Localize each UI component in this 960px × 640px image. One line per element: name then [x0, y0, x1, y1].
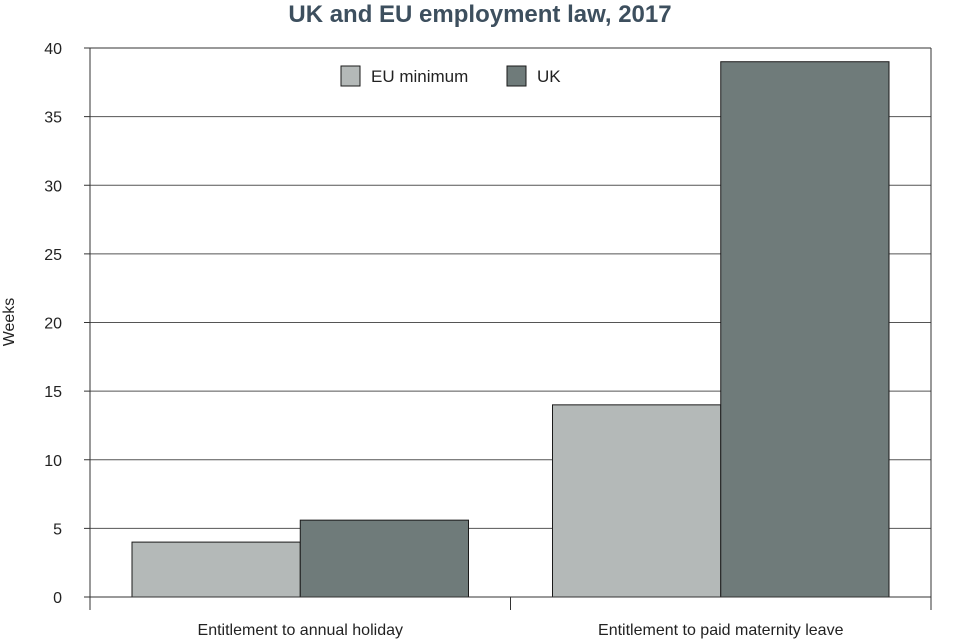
- legend-swatch: [506, 65, 527, 87]
- y-tick-label: 25: [44, 247, 62, 264]
- x-tick-label: Entitlement to paid maternity leave: [598, 622, 844, 639]
- bar: [552, 404, 722, 598]
- y-tick-label: 20: [44, 316, 62, 333]
- legend-label: UK: [537, 67, 561, 86]
- legend: EU minimum UK: [340, 65, 561, 87]
- y-tick-label: 0: [53, 590, 62, 607]
- y-axis-label: Weeks: [1, 298, 18, 347]
- legend-swatch: [340, 65, 361, 87]
- legend-label: EU minimum: [371, 67, 468, 86]
- y-tick-label: 35: [44, 110, 62, 127]
- y-tick-label: 10: [44, 453, 62, 470]
- axes: [84, 47, 932, 610]
- bar: [299, 519, 469, 598]
- x-tick-label: Entitlement to annual holiday: [198, 622, 403, 639]
- y-tick-label: 15: [44, 384, 62, 401]
- chart-title: UK and EU employment law, 2017: [288, 1, 672, 28]
- x-tick-labels: Entitlement to annual holiday Entitlement…: [198, 622, 844, 639]
- bar: [720, 61, 890, 598]
- bars: [131, 61, 890, 598]
- y-tick-label: 5: [53, 521, 62, 538]
- y-tick-label: 30: [44, 178, 62, 195]
- bar: [131, 541, 301, 598]
- y-tick-labels: 0 5 10 15 20 25 30 35 40: [44, 41, 62, 607]
- y-tick-label: 40: [44, 41, 62, 58]
